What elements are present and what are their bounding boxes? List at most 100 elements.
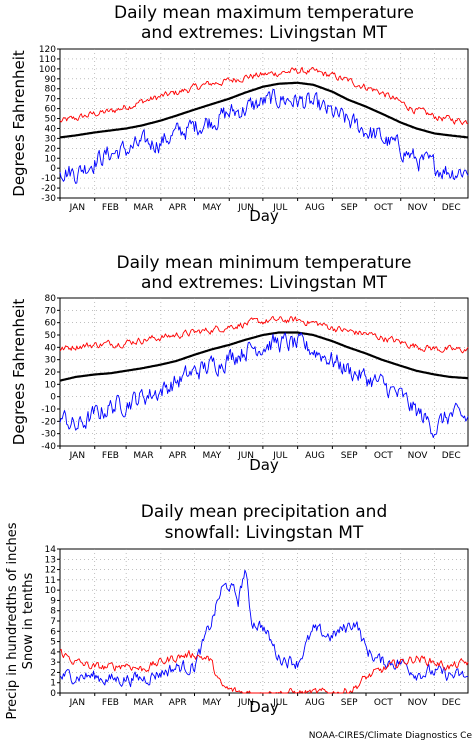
series-min_extreme [59,332,469,439]
y-tick-label: -30 [41,194,56,204]
y-axis-label: Precip in hundredths of inches [5,522,20,719]
y-tick-label: -20 [41,417,56,427]
x-tick-label: MAY [203,203,222,213]
y-tick-label: 4 [50,648,56,658]
x-tick-label: OCT [374,451,393,461]
x-tick-label: OCT [374,203,393,213]
y-tick-label: 80 [45,85,57,95]
x-tick-label: APR [169,203,187,213]
y-tick-label: 60 [45,319,57,329]
y-tick-label: 11 [45,576,56,586]
y-tick-label: 30 [45,134,57,144]
y-tick-label: 7 [50,617,56,627]
y-tick-label: 9 [50,596,56,606]
series-snow [59,648,469,694]
x-tick-label: JAN [69,698,85,708]
y-tick-label: 100 [39,65,56,75]
y-tick-label: 20 [45,368,57,378]
y-tick-label: 10 [45,586,57,596]
x-tick-label: JAN [69,451,85,461]
x-tick-label: FEB [102,203,119,213]
x-tick-label: JUN [237,451,254,461]
series-mean [59,81,469,139]
credit-text: NOAA-CIRES/Climate Diagnostics Ce [308,731,472,741]
x-tick-label: DEC [442,203,461,213]
y-tick-label: 10 [45,380,57,390]
y-tick-label: 2 [50,668,56,678]
x-tick-label: JUN [237,698,254,708]
series-max_extreme [59,315,469,354]
series-mean [59,331,469,382]
x-tick-label: SEP [341,203,358,213]
x-tick-label: FEB [102,451,119,461]
y-tick-label: 3 [50,658,56,668]
x-tick-label: DEC [442,451,461,461]
x-tick-label: NOV [408,203,429,213]
y-tick-label: 80 [45,294,57,304]
series-max_extreme [59,66,469,126]
y-tick-label: 70 [45,95,57,105]
x-tick-label: MAY [203,698,222,708]
y-tick-label: -30 [41,430,56,440]
y-axis-label: Degrees Fahrenheit [10,50,28,197]
y-tick-label: 10 [45,154,57,164]
x-tick-label: AUG [305,698,325,708]
y-axis-label: Snow in tenths [21,572,36,669]
x-tick-label: AUG [305,203,325,213]
x-tick-label: SEP [341,451,358,461]
x-axis-label: Day [249,207,279,225]
x-tick-label: APR [169,698,187,708]
x-tick-label: MAY [203,451,222,461]
y-tick-label: 0 [50,393,56,403]
x-tick-label: APR [169,451,187,461]
y-tick-label: -20 [41,184,56,194]
series-min_extreme [59,88,469,184]
y-tick-label: 120 [39,45,56,55]
y-tick-label: -10 [41,174,56,184]
y-tick-label: -40 [41,442,56,452]
y-tick-label: 30 [45,356,57,366]
x-tick-label: NOV [408,451,429,461]
plot-frame [59,48,469,199]
chart-title-line: and extremes: Livingstan MT [141,273,388,293]
y-tick-label: 50 [45,115,57,125]
y-tick-label: 0 [50,689,56,699]
chart-title-line: snowfall: Livingstan MT [165,523,364,543]
y-tick-label: 40 [45,343,57,353]
y-tick-label: 90 [45,75,57,85]
y-tick-label: 13 [45,555,56,565]
y-axis-label: Degrees Fahrenheit [10,299,28,446]
y-tick-label: 14 [45,545,57,555]
y-tick-label: 70 [45,306,57,316]
y-tick-label: 110 [39,55,56,65]
y-tick-label: 60 [45,105,57,115]
x-tick-label: MAR [133,203,153,213]
x-tick-label: MAR [133,451,153,461]
x-axis-label: Day [249,456,279,474]
x-tick-label: NOV [408,698,429,708]
x-tick-label: DEC [442,698,461,708]
chart-title-line: Daily mean maximum temperature [114,3,414,23]
series-precip [59,569,469,688]
y-tick-label: 40 [45,124,57,134]
chart-title-line: and extremes: Livingstan MT [141,23,388,43]
y-tick-label: 12 [45,566,56,576]
y-tick-label: -10 [41,405,56,415]
y-tick-label: 20 [45,144,57,154]
y-tick-label: 8 [50,607,56,617]
chart-title-line: Daily mean minimum temperature [117,253,412,273]
chart-title-line: Daily mean precipitation and [141,502,388,522]
x-tick-label: AUG [305,451,325,461]
x-tick-label: JUL [272,203,287,213]
x-tick-label: MAR [133,698,153,708]
y-tick-label: 50 [45,331,57,341]
x-tick-label: FEB [102,698,119,708]
y-tick-label: 6 [50,627,56,637]
x-tick-label: JUL [272,451,287,461]
y-tick-label: 1 [50,679,56,689]
x-tick-label: JUL [272,698,287,708]
x-tick-label: JUN [237,203,254,213]
